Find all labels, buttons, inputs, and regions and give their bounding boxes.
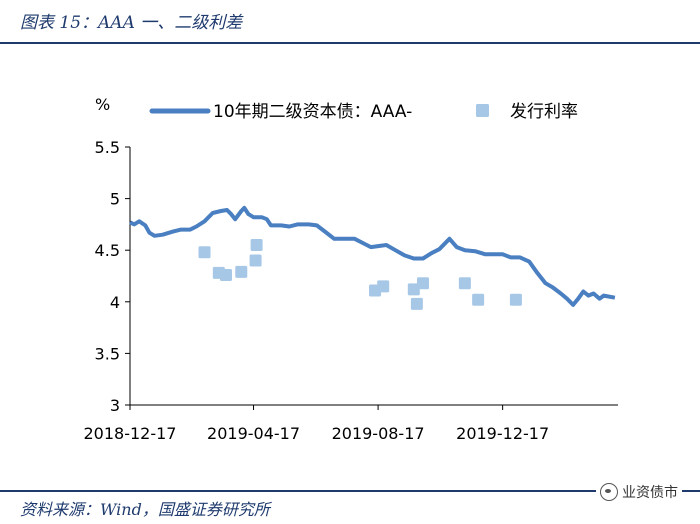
y-tick-label: 3.5 bbox=[95, 344, 120, 363]
scatter-point bbox=[235, 265, 248, 278]
legend-label-scatter: 发行利率 bbox=[510, 102, 578, 122]
y-tick-label: 5 bbox=[110, 190, 120, 209]
watermark-text: 业资债市 bbox=[622, 485, 678, 501]
scatter-point bbox=[377, 280, 390, 293]
source-note: 资料来源：Wind，国盛证券研究所 bbox=[20, 500, 270, 519]
x-tick-label: 2019-04-17 bbox=[207, 424, 300, 443]
y-tick-label: 5.5 bbox=[95, 138, 120, 157]
y-tick-label: 3 bbox=[110, 396, 120, 415]
y-tick-label: 4.5 bbox=[95, 241, 120, 260]
header-rule bbox=[0, 42, 700, 44]
scatter-point bbox=[417, 277, 430, 290]
footer-rule bbox=[0, 490, 700, 492]
legend: 10年期二级资本债：AAA- 发行利率 bbox=[149, 102, 578, 122]
plot-area bbox=[129, 205, 616, 310]
scatter-point bbox=[509, 293, 522, 306]
scatter-point bbox=[219, 268, 232, 281]
axes: 3 3.5 4 4.5 5 5.5 2018-12-17 2019-04-17 2019-08-… bbox=[84, 138, 618, 443]
wechat-icon bbox=[600, 483, 618, 501]
scatter-point bbox=[249, 254, 262, 267]
series-line bbox=[129, 205, 616, 307]
scatter-point bbox=[410, 297, 423, 310]
y-tick-label: 4 bbox=[110, 293, 120, 312]
x-tick-label: 2019-12-17 bbox=[456, 424, 549, 443]
scatter-point bbox=[250, 239, 263, 252]
scatter-point bbox=[407, 283, 420, 296]
legend-marker-swatch bbox=[476, 104, 489, 117]
y-unit-label: % bbox=[95, 95, 110, 114]
legend-label-line: 10年期二级资本债：AAA- bbox=[213, 102, 412, 122]
watermark: 业资债市 bbox=[596, 480, 682, 504]
scatter-point bbox=[458, 277, 471, 290]
scatter-point bbox=[472, 293, 485, 306]
scatter-point bbox=[198, 246, 211, 259]
figure-title: 图表 15：AAA 一、二级利差 bbox=[20, 13, 243, 33]
x-tick-label: 2018-12-17 bbox=[84, 424, 177, 443]
x-tick-label: 2019-08-17 bbox=[332, 424, 425, 443]
